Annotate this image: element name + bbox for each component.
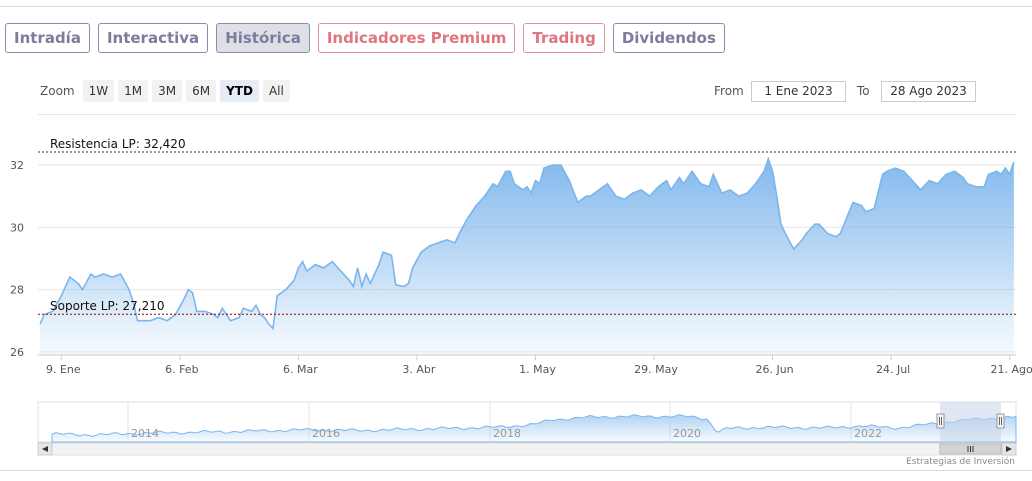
x-tick-label: 6. Feb (165, 363, 198, 376)
zoom-6m-button[interactable]: 6M (186, 80, 217, 102)
navigator-handle-left[interactable] (936, 413, 945, 429)
navigator-tick-label: 2016 (312, 427, 340, 440)
navigator-handle-right[interactable] (996, 413, 1005, 429)
series-line[interactable] (39, 156, 1015, 331)
toolbar-divider (38, 114, 1016, 115)
x-tick-label: 3. Abr (402, 363, 435, 376)
navigator-tick-label: 2014 (131, 427, 159, 440)
navigator-selected-range[interactable] (940, 402, 1001, 442)
zoom-all-button[interactable]: All (262, 80, 290, 102)
series-area-fill (40, 158, 1014, 355)
chart-type-tabs: Intradía Interactiva Histórica Indicador… (5, 23, 725, 53)
tab-trading[interactable]: Trading (523, 23, 605, 53)
zoom-1m-button[interactable]: 1M (118, 80, 149, 102)
navigator-tick-label: 2018 (493, 427, 521, 440)
tab-indicadores-premium[interactable]: Indicadores Premium (317, 23, 516, 53)
y-tick-label: 32 (10, 159, 24, 172)
resistance-label: Resistencia LP: 32,420 (50, 137, 186, 151)
tab-dividendos[interactable]: Dividendos (612, 23, 725, 53)
y-tick-label: 26 (10, 346, 24, 359)
credits-text: Estrategias de Inversión (906, 457, 1015, 467)
x-tick-label: 26. Jun (755, 363, 793, 376)
zoom-ytd-button[interactable]: YTD (220, 80, 259, 102)
tab-intradia[interactable]: Intradía (5, 23, 90, 53)
zoom-3m-button[interactable]: 3M (152, 80, 183, 102)
from-date-input[interactable]: 1 Ene 2023 (751, 81, 846, 102)
navigator-series (51, 414, 1017, 443)
x-tick-label: 9. Ene (46, 363, 81, 376)
tab-interactiva[interactable]: Interactiva (97, 23, 209, 53)
y-tick-label: 28 (10, 284, 24, 297)
top-divider (0, 6, 1032, 7)
x-tick-label: 24. Jul (876, 363, 910, 376)
navigator-scrollbar-track[interactable] (37, 442, 1017, 456)
y-tick-label: 30 (10, 221, 24, 234)
support-label: Soporte LP: 27,210 (50, 299, 165, 313)
zoom-1w-button[interactable]: 1W (82, 80, 115, 102)
navigator[interactable]: 2014 2016 2018 2020 2022 (0, 400, 1032, 458)
zoom-label: Zoom (40, 84, 75, 98)
from-label: From (714, 84, 744, 98)
to-label: To (857, 84, 870, 98)
x-tick-label: 1. May (519, 363, 556, 376)
x-tick-label: 29. May (634, 363, 678, 376)
navigator-tick-label: 2022 (854, 427, 882, 440)
zoom-selector: Zoom 1W 1M 3M 6M YTD All (40, 80, 290, 102)
bottom-divider (0, 470, 1032, 471)
price-area-chart[interactable]: Resistencia LP: 32,420 Soporte LP: 27,210… (0, 115, 1032, 380)
to-date-input[interactable]: 28 Ago 2023 (881, 81, 976, 102)
navigator-tick-label: 2020 (673, 427, 701, 440)
chevron-left-icon (42, 446, 48, 452)
chevron-right-icon (1006, 446, 1012, 452)
x-tick-label: 21. Ago (991, 363, 1032, 376)
x-tick-label: 6. Mar (283, 363, 318, 376)
tab-historica[interactable]: Histórica (216, 23, 310, 53)
